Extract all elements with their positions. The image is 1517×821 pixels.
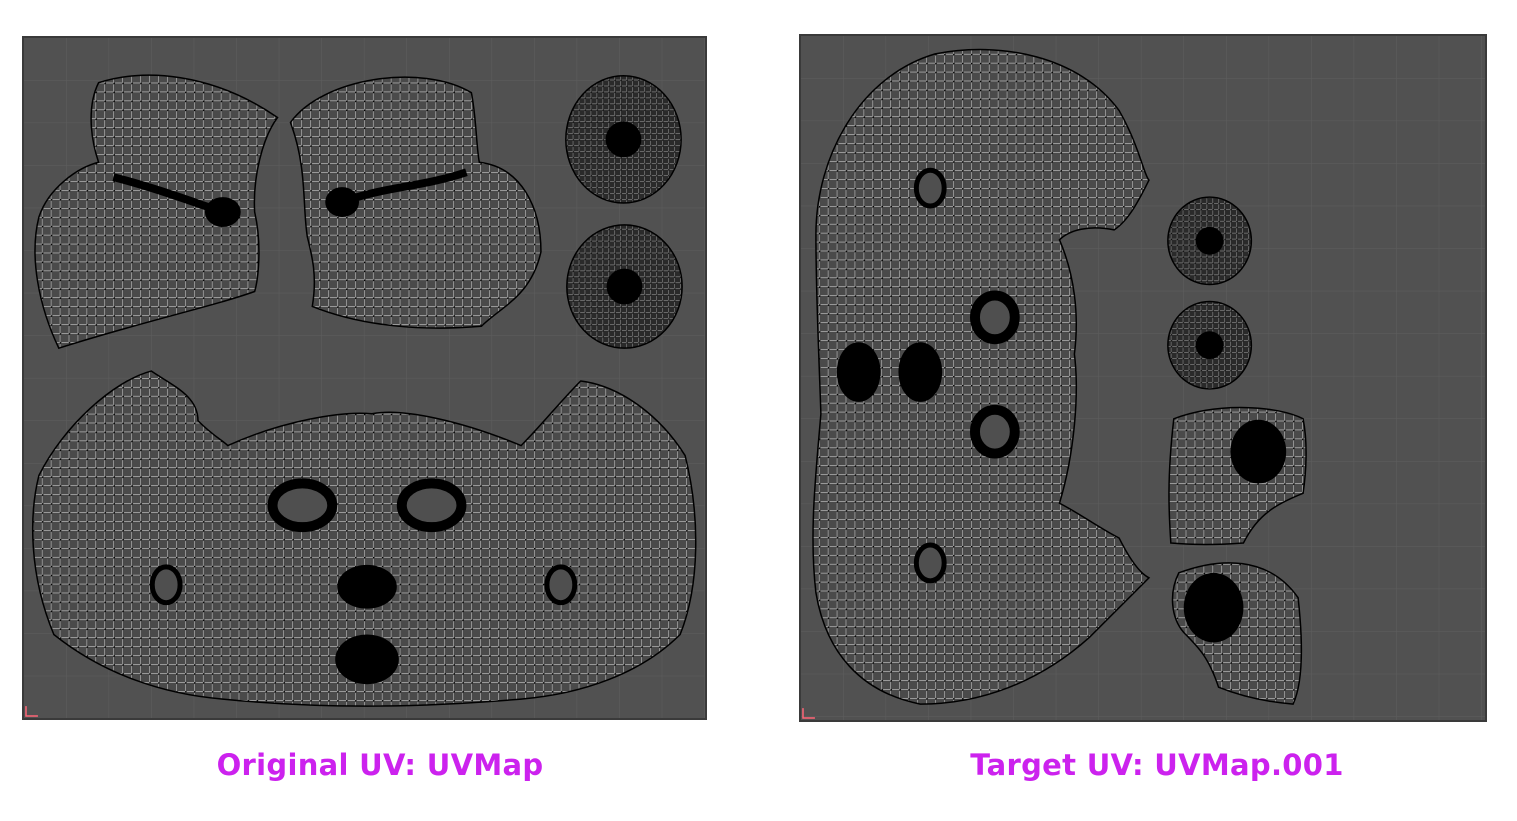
uv-canvas-original[interactable]	[24, 38, 705, 718]
face-island[interactable]	[812, 48, 1151, 705]
eye-disc-lower[interactable]	[566, 224, 683, 349]
left-ear-island[interactable]	[34, 74, 279, 350]
origin-axis-icon	[802, 708, 815, 719]
eye-disc-upper[interactable]	[1167, 196, 1253, 286]
caption-target-uv: Target UV: UVMap.001	[970, 748, 1344, 782]
uv-editor-target[interactable]	[799, 34, 1487, 722]
face-island[interactable]	[31, 370, 697, 707]
uv-editor-original[interactable]	[22, 36, 707, 720]
origin-axis-icon	[25, 706, 38, 717]
eye-disc-lower[interactable]	[1167, 300, 1253, 390]
ear-island-lower[interactable]	[1171, 562, 1303, 705]
caption-original-uv: Original UV: UVMap	[216, 748, 544, 782]
ear-island-upper[interactable]	[1168, 406, 1307, 546]
eye-disc-upper[interactable]	[565, 75, 682, 204]
uv-canvas-target[interactable]	[801, 36, 1485, 720]
right-ear-island[interactable]	[289, 76, 542, 329]
